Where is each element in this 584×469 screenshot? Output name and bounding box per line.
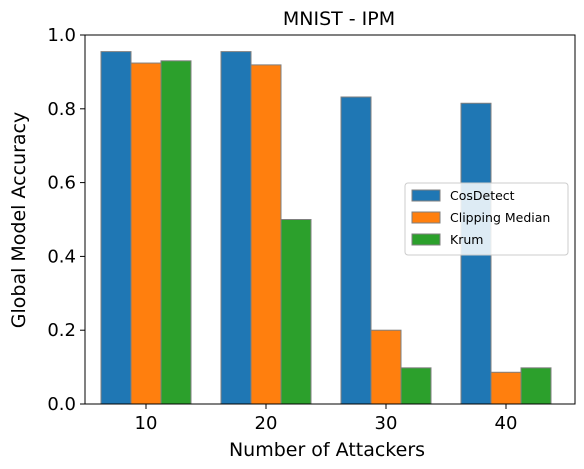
bar-cosdetect-30 — [340, 96, 372, 405]
bar-krum-20 — [280, 219, 312, 405]
bar-clipping-median-20 — [250, 64, 282, 405]
y-axis-ticks: 0.0 0.2 0.4 0.6 0.8 1.0 — [47, 25, 85, 415]
x-axis-label: Number of Attackers — [229, 439, 425, 461]
bar-cosdetect-20 — [220, 51, 252, 405]
legend-label-cosdetect: CosDetect — [450, 188, 515, 203]
legend: CosDetect Clipping Median Krum — [404, 182, 569, 256]
y-tick-label: 0.0 — [47, 394, 76, 415]
y-tick-label: 0.4 — [47, 246, 76, 267]
x-tick-label: 20 — [255, 413, 278, 434]
legend-frame — [404, 182, 569, 256]
bar-krum-30 — [400, 367, 432, 405]
bar-clipping-median-40 — [490, 371, 522, 405]
y-axis-label: Global Model Accuracy — [8, 112, 30, 328]
y-tick-label: 0.2 — [47, 320, 76, 341]
legend-swatch-clipping-median — [411, 211, 441, 224]
x-tick-label: 40 — [495, 413, 518, 434]
bar-krum-40 — [520, 367, 552, 405]
bar-clipping-median-30 — [370, 329, 402, 405]
x-tick-label: 30 — [375, 413, 398, 434]
y-tick-label: 0.6 — [47, 173, 76, 194]
legend-label-krum: Krum — [450, 232, 483, 247]
legend-swatch-cosdetect — [411, 189, 441, 202]
bars-layer — [100, 51, 552, 405]
x-axis-ticks: 10 20 30 40 — [135, 404, 518, 434]
x-tick-label: 10 — [135, 413, 158, 434]
bar-cosdetect-10 — [100, 51, 132, 405]
bar-krum-10 — [160, 60, 192, 405]
legend-label-clipping-median: Clipping Median — [450, 210, 550, 225]
legend-swatch-krum — [411, 233, 441, 246]
y-tick-label: 0.8 — [47, 99, 76, 120]
chart-title: MNIST - IPM — [283, 8, 395, 30]
y-tick-label: 1.0 — [47, 25, 76, 46]
bar-clipping-median-10 — [130, 62, 162, 405]
plot-frame — [84, 34, 576, 405]
